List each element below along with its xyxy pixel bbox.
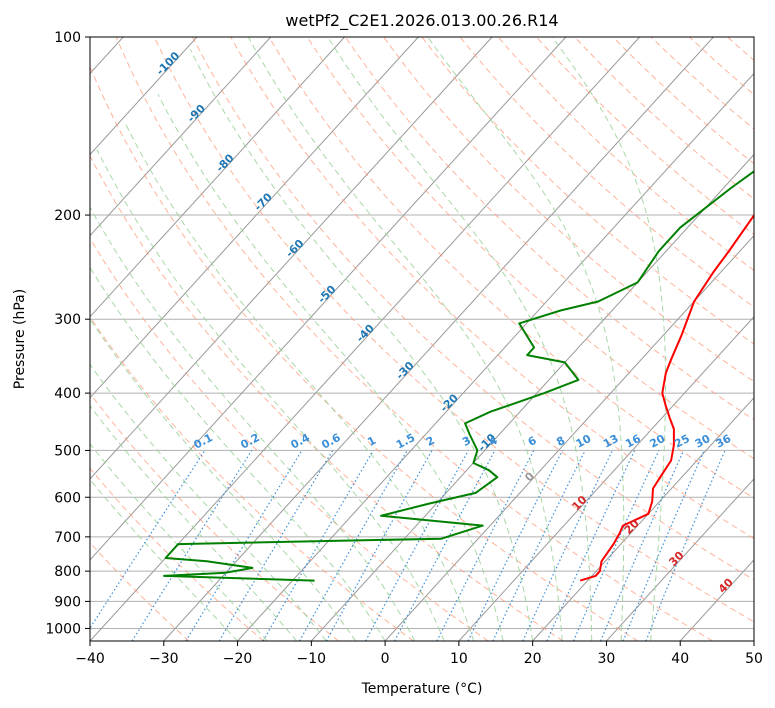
isotherm-line [90,37,198,156]
dry-adiabat [306,37,754,460]
mixing-ratio-label: 13 [601,432,621,451]
isotherm-line [163,37,714,641]
mixing-ratio-line [185,450,303,641]
x-tick-label: 10 [450,651,468,667]
mixing-ratio-line [467,450,563,641]
chart-title: wetPf2_C2E1.2026.013.00.26.R14 [285,11,558,31]
moist-adiabat [90,206,416,641]
x-tick-label: 30 [598,651,616,667]
mixing-ratio-lines [90,450,726,641]
moist-adiabat [247,37,563,641]
temperature-line [579,213,754,582]
moist-adiabat [124,123,475,641]
isotherm-line [90,37,345,318]
mixing-ratio-label: 36 [714,432,734,451]
dry-adiabat [421,37,754,345]
isotherm-line [606,478,754,641]
y-tick-label: 900 [54,594,81,610]
profile-lines [163,170,754,582]
isotherm-line [384,234,754,641]
y-tick-label: 100 [54,30,81,46]
moist-adiabat [551,37,667,641]
dry-adiabat [115,37,713,641]
pressure-gridlines [90,37,754,629]
moist-adiabat [157,94,504,641]
mixing-ratio-label: 25 [672,432,692,451]
moist-adiabat [96,149,445,641]
y-tick-label: 1000 [45,621,81,637]
isotherm-line [90,37,272,237]
isotherm-line [90,37,567,561]
y-tick-label: 600 [54,490,81,506]
mixing-ratio-line [546,450,636,641]
dewpoint-line [163,170,754,582]
isotherm-line [90,37,419,399]
y-tick-label: 400 [54,386,81,402]
moist-adiabat [90,318,357,641]
dry-adiabat [230,37,754,540]
mixing-ratio-line [522,450,614,641]
x-tick-label: 0 [381,651,390,667]
x-tick-label: −40 [75,651,105,667]
dry-adiabat [612,37,754,165]
dry-adiabat [90,316,414,641]
mixing-ratio-label: 20 [648,432,668,451]
dry-adiabat [192,37,754,581]
dry-adiabat [90,65,639,641]
mixing-ratio-line [365,450,469,641]
dry-adiabat [345,37,754,421]
x-tick-label: −20 [223,651,253,667]
mixing-ratio-line [325,450,433,641]
moist-adiabat [327,37,593,641]
mixing-ratio-label: 16 [623,432,643,451]
y-axis-title: Pressure (hPa) [12,289,28,389]
x-tick-label: −30 [149,651,179,667]
dry-adiabat [90,392,339,641]
isotherm-line [90,37,641,641]
plot-frame [89,36,755,642]
dry-adiabat [574,37,754,200]
mixing-ratio-line [90,450,206,630]
y-axis-ticks: 1000 900 800 700 600 500 400 300 200 100 [45,30,90,637]
mixing-ratio-line [299,450,408,641]
x-tick-label: 40 [671,651,689,667]
mixing-ratio-line [622,450,705,641]
x-axis-ticks: −40 −30 −20 −10 0 10 20 30 40 50 [75,641,763,667]
y-tick-label: 500 [54,443,81,459]
mixing-ratio-line [492,450,586,641]
y-tick-label: 700 [54,530,81,546]
mixing-ratio-label: 30 [693,432,713,451]
mixing-ratio-line [572,450,660,641]
x-tick-label: 20 [524,651,542,667]
plot-area: -100-90-80-70-60-50-40-30-20-10010203040… [90,37,754,641]
moist-adiabat [189,49,534,641]
y-tick-label: 800 [54,564,81,580]
moist-adiabat [90,478,238,641]
mixing-ratio-line [262,450,374,641]
mixing-ratio-line [600,450,685,641]
mixing-ratio-line [218,450,334,641]
x-tick-label: 50 [745,651,763,667]
isotherm-line [458,315,754,641]
x-axis-title: Temperature (°C) [361,681,483,697]
moist-adiabat [427,37,625,641]
dry-adiabat [153,37,754,623]
x-tick-label: −10 [297,651,327,667]
moist-adiabat [90,266,386,641]
y-tick-label: 300 [54,312,81,328]
isotherm-line [532,397,754,641]
isotherm-line [90,37,493,480]
dry-adiabat [383,37,754,383]
dry-adiabat [459,37,754,308]
mixing-ratio-label: 10 [574,432,594,451]
dry-adiabat [90,154,564,641]
dry-adiabat-lines [90,37,754,641]
mixing-ratio-line [131,450,253,641]
y-tick-label: 200 [54,208,81,224]
